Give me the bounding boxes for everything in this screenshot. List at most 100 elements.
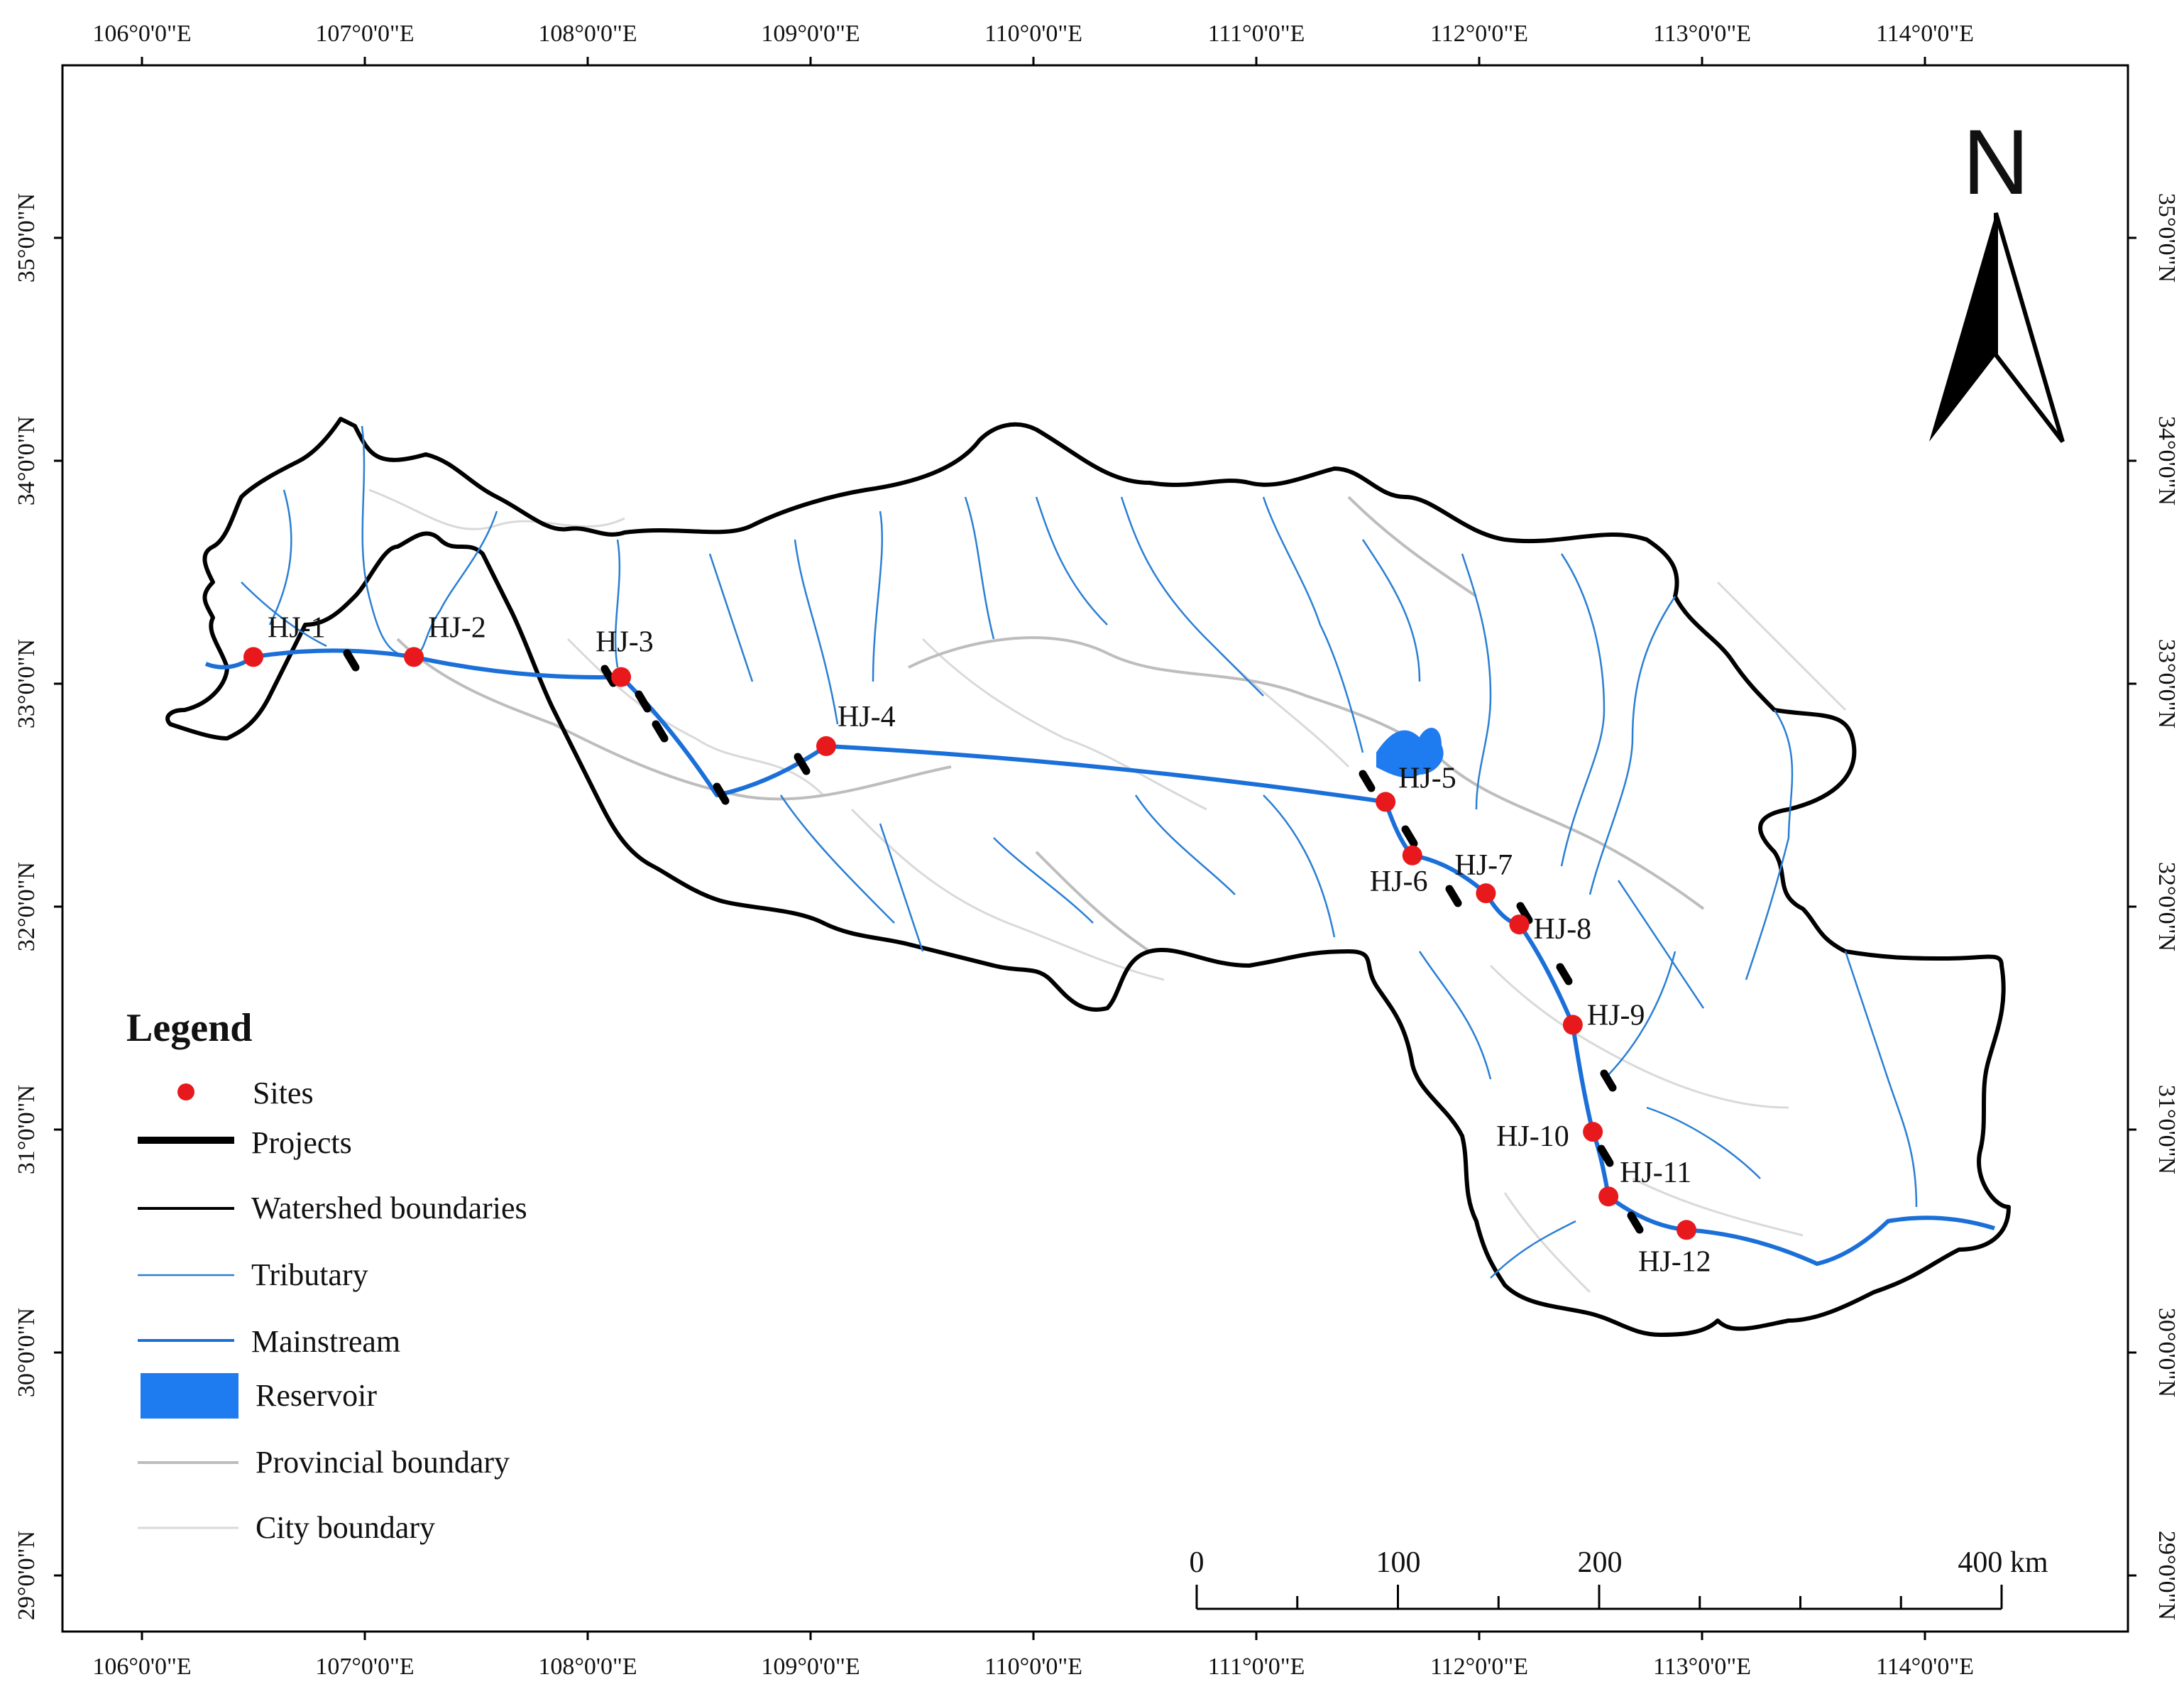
project-marker [1600,1069,1617,1092]
left-tick-label: 32°0'0"N [13,862,40,951]
projects [343,649,1644,1234]
left-axis: 35°0'0"N 34°0'0"N 33°0'0"N 32°0'0"N 31°0'0"N… [13,193,62,1620]
city-boundaries [368,488,1847,1294]
north-arrow-left-icon [1929,213,1996,442]
top-tick-label: 111°0'0"E [1208,21,1305,47]
right-tick-label: 30°0'0"N [2153,1308,2180,1397]
project-marker [713,782,730,805]
site-label: HJ-9 [1587,999,1645,1032]
bottom-tick-label: 112°0'0"E [1430,1654,1528,1680]
scale-bar: 0 100 200 400 km [1190,1546,2048,1610]
bottom-tick-label: 111°0'0"E [1208,1654,1305,1680]
left-tick-label: 31°0'0"N [13,1085,40,1174]
provincial-boundaries [396,496,1705,953]
bottom-tick-label: 109°0'0"E [761,1654,860,1680]
bottom-tick-label: 108°0'0"E [538,1654,637,1680]
legend: Legend Sites Projects Watershed boundari… [126,1006,527,1545]
legend-reservoir-icon [141,1373,238,1419]
site-marker [1402,845,1422,865]
site-marker [243,647,263,667]
right-tick-label: 32°0'0"N [2153,862,2180,951]
project-marker [1401,825,1418,848]
top-tick-label: 106°0'0"E [92,21,191,47]
site-label: HJ-2 [428,611,486,644]
mainstream [204,648,1995,1266]
site-label: HJ-6 [1370,865,1428,898]
right-tick-label: 29°0'0"N [2153,1531,2180,1620]
legend-watershed-label: Watershed boundaries [251,1191,527,1225]
project-marker [343,649,360,672]
scale-label-100: 100 [1376,1546,1421,1579]
legend-title: Legend [126,1006,252,1050]
legend-reservoir-label: Reservoir [256,1378,377,1413]
site-label: HJ-10 [1496,1120,1569,1153]
site-label: HJ-1 [268,611,326,644]
top-tick-label: 108°0'0"E [538,21,637,47]
scale-label-200: 200 [1578,1546,1623,1579]
scale-label-400: 400 km [1958,1546,2048,1579]
site-label: HJ-3 [596,626,654,659]
top-tick-label: 110°0'0"E [984,21,1082,47]
bottom-tick-label: 107°0'0"E [315,1654,414,1680]
right-tick-label: 34°0'0"N [2153,416,2180,506]
legend-site-icon [177,1083,194,1100]
legend-provincial-label: Provincial boundary [256,1445,510,1480]
project-marker [635,690,652,713]
left-tick-label: 35°0'0"N [13,193,40,283]
project-marker [1445,885,1462,907]
top-tick-label: 113°0'0"E [1653,21,1751,47]
project-marker [600,665,618,687]
top-axis: 106°0'0"E 107°0'0"E 108°0'0"E 109°0'0"E 110°… [92,21,1974,65]
watershed-boundary [165,417,2011,1337]
project-marker [1627,1211,1644,1234]
tributaries [241,425,1918,1279]
bottom-tick-label: 113°0'0"E [1653,1654,1751,1680]
site-marker [611,667,632,687]
site-marker [816,736,836,756]
right-tick-label: 35°0'0"N [2153,193,2180,283]
legend-sites-label: Sites [253,1076,314,1110]
right-tick-label: 31°0'0"N [2153,1085,2180,1174]
scale-label-0: 0 [1190,1546,1205,1579]
left-tick-label: 33°0'0"N [13,639,40,728]
left-tick-label: 29°0'0"N [13,1531,40,1620]
site-marker [404,647,424,667]
legend-projects-label: Projects [251,1125,352,1160]
project-marker [1556,963,1573,985]
legend-mainstream-label: Mainstream [251,1324,400,1359]
legend-city-label: City boundary [256,1510,435,1545]
site-label: HJ-12 [1638,1245,1711,1278]
site-marker [1476,883,1496,904]
top-tick-label: 107°0'0"E [315,21,414,47]
right-axis: 35°0'0"N 34°0'0"N 33°0'0"N 32°0'0"N 31°0'0"N… [2128,193,2180,1620]
site-label: HJ-5 [1398,762,1456,794]
project-marker [1516,902,1533,924]
top-tick-label: 109°0'0"E [761,21,860,47]
reservoir [1376,728,1444,778]
project-marker [1359,770,1376,792]
site-marker [1509,914,1530,935]
project-marker [1597,1144,1614,1167]
top-tick-label: 114°0'0"E [1876,21,1974,47]
site-marker [1598,1186,1619,1207]
bottom-tick-label: 114°0'0"E [1876,1654,1974,1680]
bottom-tick-label: 110°0'0"E [984,1654,1082,1680]
site-label: HJ-8 [1534,913,1592,946]
north-label: N [1963,110,2029,214]
top-tick-label: 112°0'0"E [1430,21,1528,47]
north-arrow: N [1929,110,2065,443]
project-marker [652,720,669,743]
project-marker [794,753,811,775]
site-label: HJ-11 [1620,1157,1691,1189]
site-marker [1376,792,1396,812]
site-marker [1677,1220,1697,1240]
right-tick-label: 33°0'0"N [2153,639,2180,728]
site-marker [1562,1015,1583,1035]
bottom-axis: 106°0'0"E 107°0'0"E 108°0'0"E 109°0'0"E 110°… [92,1632,1974,1680]
left-tick-label: 30°0'0"N [13,1308,40,1397]
legend-tributary-label: Tributary [251,1257,368,1292]
bottom-tick-label: 106°0'0"E [92,1654,191,1680]
site-label: HJ-7 [1454,849,1513,882]
site-label: HJ-4 [838,701,896,733]
